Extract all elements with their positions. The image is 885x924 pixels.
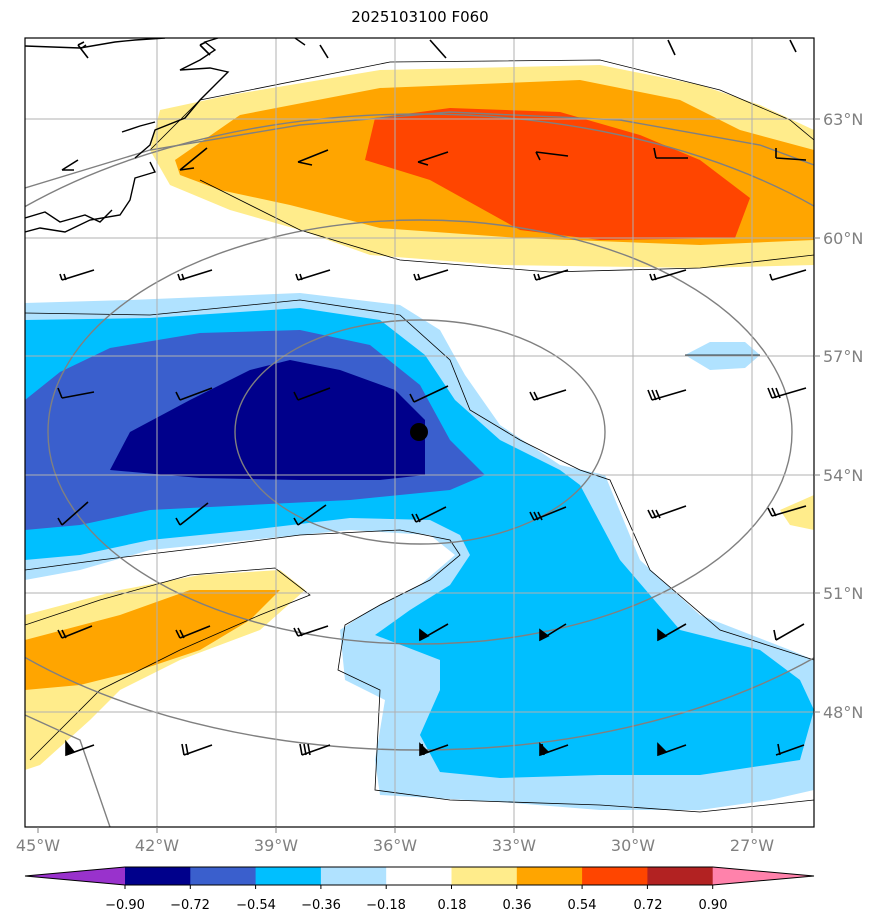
colorbar-label: 0.18: [438, 898, 467, 913]
lon-label: 42°W: [135, 836, 179, 855]
lat-label: 48°N: [823, 703, 863, 722]
positive-anomaly-north: [150, 65, 814, 268]
colorbar-segment: [255, 867, 322, 885]
colorbar-segment: [647, 867, 714, 885]
lon-label: 27°W: [730, 836, 774, 855]
colorbar-segment: [516, 867, 583, 885]
coastline: [25, 38, 306, 233]
contour-lines: [25, 59, 814, 813]
colorbar-label: 0.72: [634, 898, 663, 913]
colorbar-label: −0.18: [366, 898, 406, 913]
lon-label: 33°W: [492, 836, 536, 855]
colorbar-label: −0.36: [301, 898, 341, 913]
wind-barbs: [57, 39, 807, 757]
map-area: [25, 38, 814, 827]
lon-label: 36°W: [373, 836, 417, 855]
colorbar-label: 0.90: [699, 898, 728, 913]
colorbar-segment: [582, 867, 648, 885]
colorbar-segment: [386, 867, 452, 885]
lon-label: 39°W: [254, 836, 298, 855]
map-frame: [24, 37, 815, 828]
colorbar-labels: −0.90 −0.72 −0.54 −0.36 −0.18 0.18 0.36 …: [105, 898, 727, 913]
colorbar-extend-max: [712, 867, 814, 885]
lat-label: 57°N: [823, 347, 863, 366]
colorbar-label: 0.36: [503, 898, 532, 913]
lat-label: 63°N: [823, 110, 863, 129]
colorbar-label: −0.90: [105, 898, 145, 913]
colorbar-label: 0.54: [568, 898, 597, 913]
colorbar-label: −0.54: [236, 898, 276, 913]
lon-label: 30°W: [611, 836, 655, 855]
lat-label: 54°N: [823, 466, 863, 485]
axis-ticks: [37, 118, 820, 833]
colorbar: [24, 866, 815, 889]
colorbar-segment: [125, 867, 191, 885]
negative-anomaly: [25, 293, 814, 810]
colorbar-segment: [451, 867, 518, 885]
lat-label: 60°N: [823, 229, 863, 248]
colorbar-extend-min: [25, 867, 125, 885]
positive-anomaly-southwest: [25, 495, 814, 770]
gridlines: [25, 38, 814, 827]
location-marker: [410, 423, 428, 441]
lon-label: 45°W: [16, 836, 60, 855]
colorbar-segment: [320, 867, 387, 885]
lat-label: 51°N: [823, 584, 863, 603]
map-title: 2025103100 F060: [351, 8, 489, 26]
colorbar-label: −0.72: [170, 898, 210, 913]
colorbar-segment: [190, 867, 257, 885]
